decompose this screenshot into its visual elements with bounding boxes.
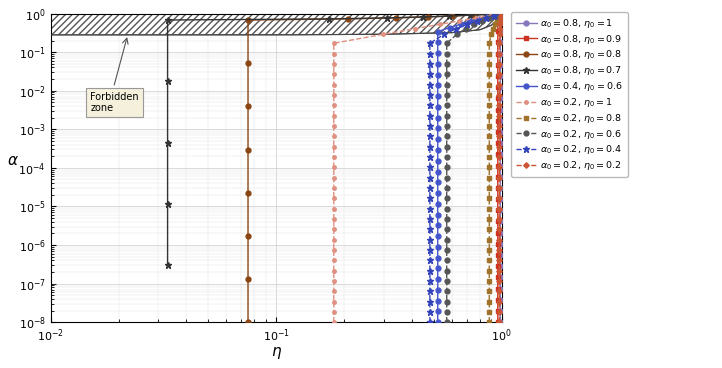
- Text: Forbidden
zone: Forbidden zone: [90, 92, 139, 113]
- Y-axis label: $\alpha$: $\alpha$: [7, 153, 19, 168]
- Legend: $\alpha_0 = 0.8,\, \eta_0 = 1$, $\alpha_0 = 0.8,\, \eta_0 = 0.9$, $\alpha_0 = 0.: $\alpha_0 = 0.8,\, \eta_0 = 1$, $\alpha_…: [511, 12, 627, 177]
- X-axis label: $\eta$: $\eta$: [271, 345, 282, 361]
- Polygon shape: [51, 14, 502, 35]
